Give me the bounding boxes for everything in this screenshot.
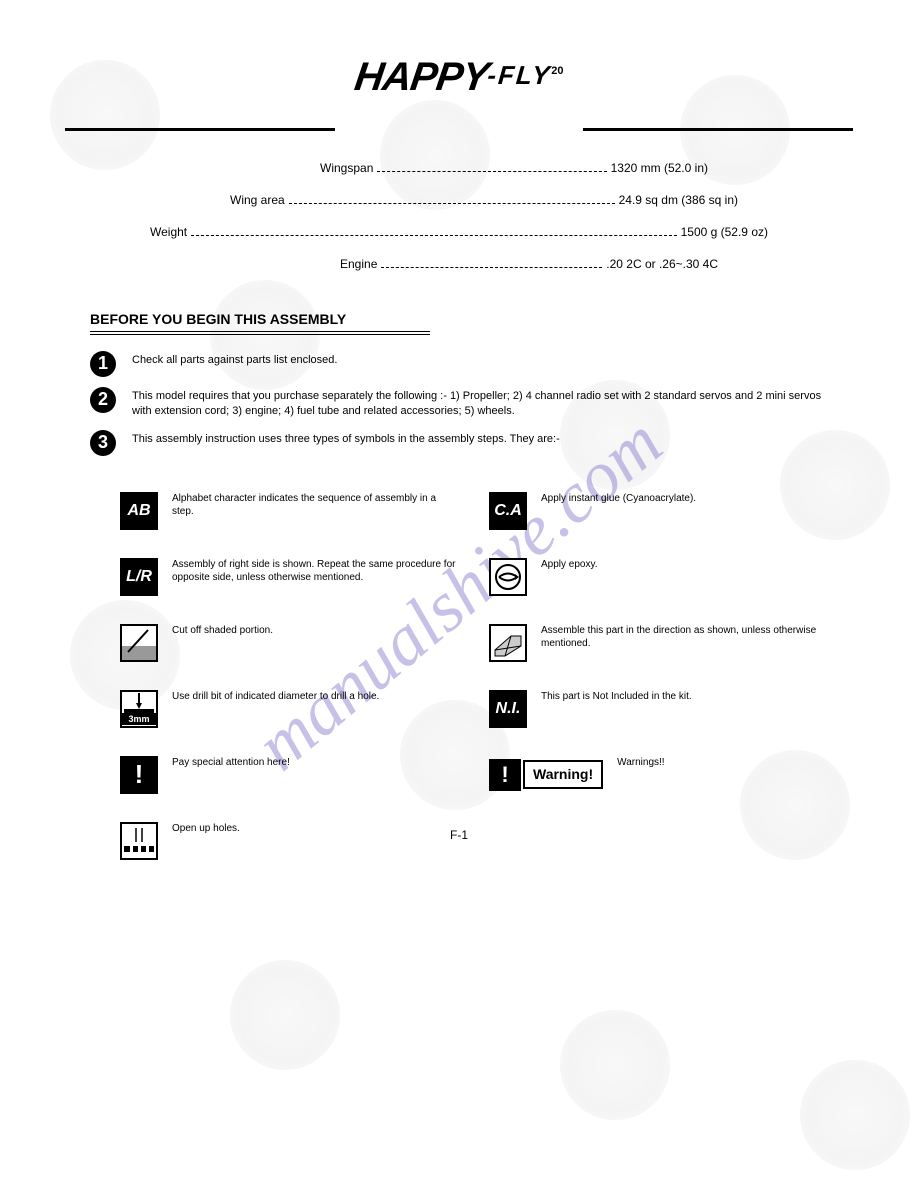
symbol-text: Assembly of right side is shown. Repeat … xyxy=(172,558,459,596)
symbol-item: Assemble this part in the direction as s… xyxy=(489,624,828,662)
spec-value: .20 2C or .26~.30 4C xyxy=(606,257,718,271)
before-item-text: Check all parts against parts list enclo… xyxy=(132,353,828,377)
symbol-text: Assemble this part in the direction as s… xyxy=(541,624,828,662)
symbol-icon: N.I. xyxy=(489,690,527,728)
spec-label: Weight xyxy=(150,225,187,239)
symbol-text: This part is Not Included in the kit. xyxy=(541,690,828,728)
symbol-item: !Warning! Warnings!! xyxy=(489,756,828,794)
spec-fill xyxy=(377,171,606,172)
drill-icon: 3mm xyxy=(120,690,158,728)
symbol-item: Apply epoxy. xyxy=(489,558,828,596)
spec-fill xyxy=(289,203,615,204)
symbol-text: Use drill bit of indicated diameter to d… xyxy=(172,690,459,728)
logo-sub: -FLY xyxy=(487,60,554,91)
logo-sup: 20 xyxy=(551,65,563,77)
before-item: 1 Check all parts against parts list encl… xyxy=(90,353,828,377)
symbol-text: Apply epoxy. xyxy=(541,558,828,596)
symbol-text: Open up holes. xyxy=(172,822,459,860)
symbol-icon: AB xyxy=(120,492,158,530)
symbol-item: Open up holes. xyxy=(120,822,459,860)
assemble-icon xyxy=(489,624,527,662)
exclaim-icon: ! xyxy=(120,756,158,794)
spec-value: 1320 mm (52.0 in) xyxy=(611,161,708,175)
spec-row: Wing area 24.9 sq dm (386 sq in) xyxy=(150,193,768,207)
holes-icon xyxy=(120,822,158,860)
page-number: F-1 xyxy=(450,828,468,842)
symbol-item: 3mm Use drill bit of indicated diameter t… xyxy=(120,690,459,728)
symbol-item: L/R Assembly of right side is shown. Repe… xyxy=(120,558,459,596)
before-item-num: 3 xyxy=(90,430,116,456)
specs-block: Wingspan 1320 mm (52.0 in) Wing area 24.9 s… xyxy=(0,131,918,271)
spec-value: 1500 g (52.9 oz) xyxy=(681,225,768,239)
spec-fill xyxy=(381,267,602,268)
symbol-text: Pay special attention here! xyxy=(172,756,459,794)
section-title: BEFORE YOU BEGIN THIS ASSEMBLY xyxy=(90,311,430,335)
logo-main: HAPPY xyxy=(351,55,490,100)
symbol-icon: C.A xyxy=(489,492,527,530)
symbol-text: Cut off shaded portion. xyxy=(172,624,459,662)
logo-area: HAPPY-FLY20 xyxy=(0,0,918,100)
symbol-text: Alphabet character indicates the sequenc… xyxy=(172,492,459,530)
cut-icon xyxy=(120,624,158,662)
before-list: 1 Check all parts against parts list encl… xyxy=(0,335,918,456)
symbol-item: N.I. This part is Not Included in the kit… xyxy=(489,690,828,728)
symbol-item: AB Alphabet character indicates the seque… xyxy=(120,492,459,530)
before-item-text: This assembly instruction uses three typ… xyxy=(132,432,828,456)
before-item: 2 This model requires that you purchase s… xyxy=(90,389,828,420)
before-item-num: 1 xyxy=(90,351,116,377)
spec-label: Engine xyxy=(340,257,377,271)
symbol-item: ! Pay special attention here! xyxy=(120,756,459,794)
spec-fill xyxy=(191,235,676,236)
epoxy-icon xyxy=(489,558,527,596)
spec-row: Weight 1500 g (52.9 oz) xyxy=(150,225,768,239)
spec-label: Wing area xyxy=(230,193,285,207)
symbol-icon: L/R xyxy=(120,558,158,596)
spec-row: Wingspan 1320 mm (52.0 in) xyxy=(150,161,768,175)
symbols-area: AB Alphabet character indicates the seque… xyxy=(0,468,918,860)
page-content: HAPPY-FLY20 Wingspan1320 mm (52.0 in)Win… xyxy=(0,0,918,860)
before-item-num: 2 xyxy=(90,387,116,413)
spec-row: Engine .20 2C or .26~.30 4C xyxy=(150,257,768,271)
symbol-text: Apply instant glue (Cyanoacrylate). xyxy=(541,492,828,530)
symbol-item: C.A Apply instant glue (Cyanoacrylate). xyxy=(489,492,828,530)
symbol-text: Warnings!! xyxy=(617,756,828,794)
symbol-item: Cut off shaded portion. xyxy=(120,624,459,662)
spec-value: 24.9 sq dm (386 sq in) xyxy=(619,193,738,207)
spec-label: Wingspan xyxy=(320,161,373,175)
warning-icon: !Warning! xyxy=(489,756,603,794)
section-title-wrap: BEFORE YOU BEGIN THIS ASSEMBLY xyxy=(90,311,918,335)
before-item: 3 This assembly instruction uses three ty… xyxy=(90,432,828,456)
before-item-text: This model requires that you purchase se… xyxy=(132,389,828,420)
